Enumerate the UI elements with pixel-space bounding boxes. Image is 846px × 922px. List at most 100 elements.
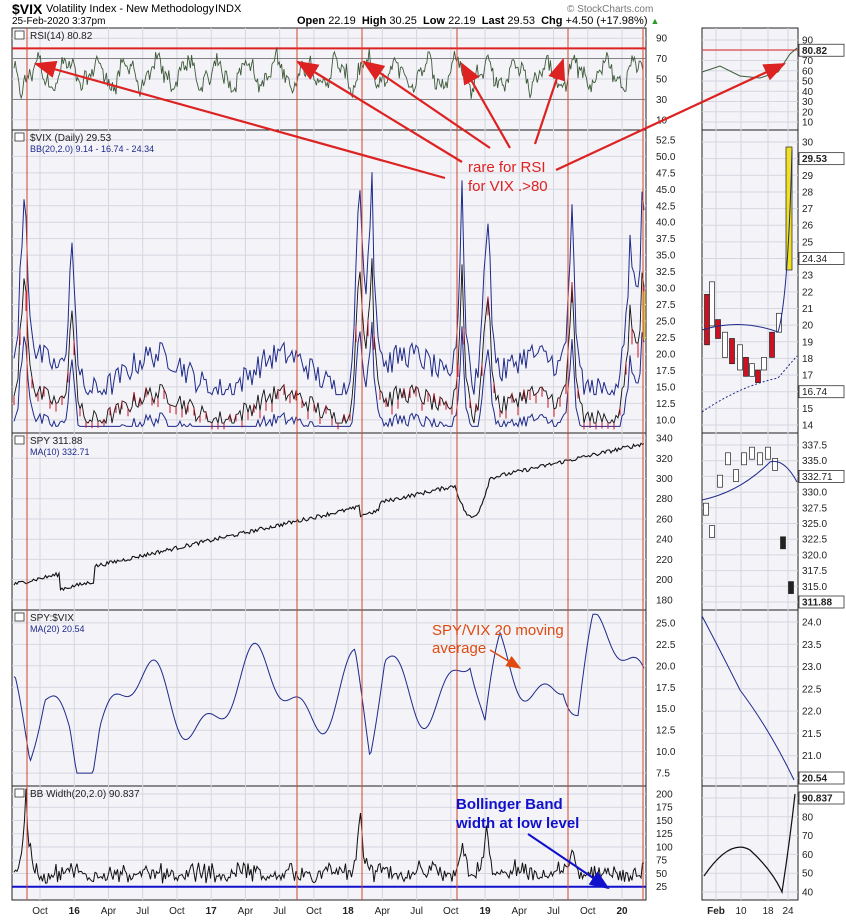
zoom-y-tick-label: 18 <box>802 354 814 365</box>
rsi-annotation-arrow <box>555 63 786 171</box>
zoom-value-box <box>798 252 845 265</box>
zoom-y-tick-label: 21.0 <box>802 751 822 762</box>
zoom-y-tick-label: 60 <box>802 850 814 861</box>
rsi-annotation-arrow <box>296 60 463 163</box>
bbw-line <box>13 788 645 884</box>
panel-frame-spy <box>11 432 647 611</box>
zoom-y-tick-label: 22.5 <box>802 684 822 695</box>
x-tick-label: 16 <box>69 906 81 917</box>
zoom-ratio-line <box>701 615 795 781</box>
zoom-vix-candle <box>737 344 743 371</box>
zoom-spy-candle <box>717 474 723 488</box>
zoom-spy-candle <box>765 446 771 460</box>
zoom-vix-bb-upper <box>701 149 793 333</box>
zoom-y-tick-label: 16.74 <box>802 387 827 398</box>
zoom-y-tick-label: 60 <box>802 66 814 77</box>
x-tick-label: Apr <box>512 906 528 917</box>
ratio-title: SPY:$VIX <box>30 613 74 624</box>
zoom-y-tick-label: 28 <box>802 187 814 198</box>
zoom-vix-candle <box>749 363 755 377</box>
zoom-vix-candle <box>729 338 735 365</box>
zoom-y-tick-label: 330.0 <box>802 488 827 499</box>
y-tick-label: 7.5 <box>656 769 670 780</box>
panel-menu-icon <box>14 612 25 622</box>
rsi-annotation-arrow <box>33 60 446 180</box>
x-tick-label: 17 <box>206 906 218 917</box>
zoom-y-tick-label: 90.837 <box>802 794 833 805</box>
zoom-y-tick-label: 337.5 <box>802 441 827 452</box>
chart-exchange: INDX <box>215 3 242 15</box>
x-tick-label: Oct <box>443 906 459 917</box>
y-tick-label: 90 <box>656 34 668 45</box>
y-tick-label: 15.0 <box>656 704 676 715</box>
zoom-y-tick-label: 80 <box>802 812 814 823</box>
zoom-y-tick-label: 30 <box>802 97 814 108</box>
y-tick-label: 260 <box>656 514 673 525</box>
zoom-spy-candle <box>788 581 794 594</box>
zoom-y-tick-label: 327.5 <box>802 503 827 514</box>
zoom-vix-candle <box>743 357 749 377</box>
y-tick-label: 25 <box>656 882 668 893</box>
y-tick-label: 20.0 <box>656 661 676 672</box>
zoom-value-box <box>798 791 845 805</box>
zoom-y-tick-label: 70 <box>802 56 814 67</box>
zoom-x-tick-label: 18 <box>762 906 774 917</box>
y-tick-label: 50 <box>656 869 668 880</box>
zoom-y-tick-label: 311.88 <box>802 598 832 609</box>
zoom-vix-candle <box>755 369 761 383</box>
zoom-y-tick-label: 29 <box>802 171 814 182</box>
zoom-y-tick-label: 15 <box>802 404 814 415</box>
zoom-spy-candle <box>772 458 778 471</box>
x-tick-label: Apr <box>101 906 117 917</box>
y-tick-label: 25.0 <box>656 317 676 328</box>
x-tick-label: Oct <box>169 906 185 917</box>
x-tick-label: Oct <box>580 906 596 917</box>
x-tick-label: 19 <box>479 906 491 917</box>
y-tick-label: 175 <box>656 803 673 814</box>
zoom-y-tick-label: 23.5 <box>802 640 822 651</box>
x-tick-label: Oct <box>306 906 322 917</box>
y-tick-label: 30.0 <box>656 284 676 295</box>
zoom-spy-candle <box>749 446 755 460</box>
zoom-y-tick-label: 14 <box>802 421 814 432</box>
x-tick-label: 18 <box>343 906 355 917</box>
panel-menu-icon <box>14 788 25 798</box>
zoom-value-box <box>798 771 845 785</box>
spy-price-line <box>13 442 645 592</box>
zoom-y-tick-label: 24.0 <box>802 618 822 629</box>
zoom-rsi-line <box>701 47 798 79</box>
chg-label: Chg <box>541 15 563 27</box>
zoom-y-tick-label: 23.0 <box>802 662 822 673</box>
y-tick-label: 125 <box>656 829 673 840</box>
zoom-y-tick-label: 22.0 <box>802 707 822 718</box>
y-tick-label: 42.5 <box>656 201 676 212</box>
y-tick-label: 47.5 <box>656 168 676 179</box>
ratio-ma-line <box>13 613 645 774</box>
zoom-y-tick-label: 90 <box>802 36 814 47</box>
y-tick-label: 22.5 <box>656 640 676 651</box>
chart-datetime: 25-Feb-2020 3:37pm <box>12 16 106 27</box>
y-tick-label: 20.0 <box>656 349 676 360</box>
zoom-x-tick-label: Feb <box>707 906 725 917</box>
y-tick-label: 150 <box>656 816 673 827</box>
zoom-spy-ma <box>701 460 798 501</box>
zoom-value-box <box>798 43 845 57</box>
y-tick-label: 17.5 <box>656 366 676 377</box>
y-tick-label: 10.0 <box>656 415 676 426</box>
chart-security-name: Volatility Index - New Methodology <box>46 3 215 15</box>
y-tick-label: 50.0 <box>656 152 676 163</box>
y-tick-label: 50 <box>656 75 668 86</box>
zoom-frame-spy <box>701 432 799 611</box>
zoom-y-tick-label: 325.0 <box>802 519 827 530</box>
zoom-y-tick-label: 50 <box>802 869 814 880</box>
zoom-vix-candle <box>704 294 710 346</box>
up-triangle-icon: ▲ <box>650 16 660 26</box>
y-tick-label: 300 <box>656 474 673 485</box>
zoom-y-tick-label: 332.71 <box>802 472 833 483</box>
rsi-annotation: rare for RSI for VIX .>80 <box>468 159 548 195</box>
rsi-title: RSI(14) 80.82 <box>30 31 93 42</box>
chart-symbol: $VIX <box>12 1 43 17</box>
y-tick-label: 40.0 <box>656 218 676 229</box>
y-tick-label: 45.0 <box>656 185 676 196</box>
